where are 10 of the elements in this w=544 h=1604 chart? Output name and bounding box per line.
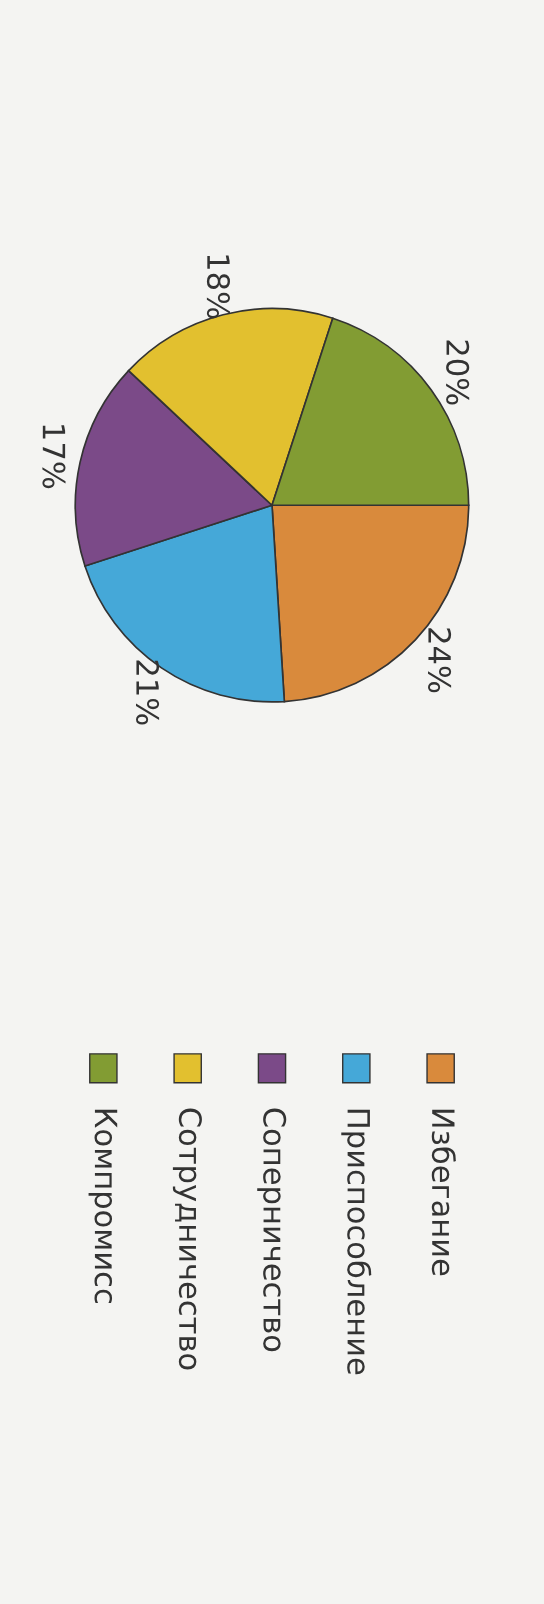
data-label: 18% — [206, 255, 230, 319]
data-label: 17% — [42, 425, 66, 489]
legend-label: Сотрудничество — [172, 1108, 202, 1370]
data-label: 21% — [136, 660, 160, 725]
data-label: 20% — [446, 340, 470, 405]
legend-label: Соперничество — [257, 1108, 287, 1352]
data-label: 24% — [428, 628, 452, 693]
legend-label: Компромисс — [88, 1109, 118, 1303]
legend-label: Избегание — [431, 1109, 456, 1276]
legend-label: Приспособление — [341, 1109, 372, 1375]
